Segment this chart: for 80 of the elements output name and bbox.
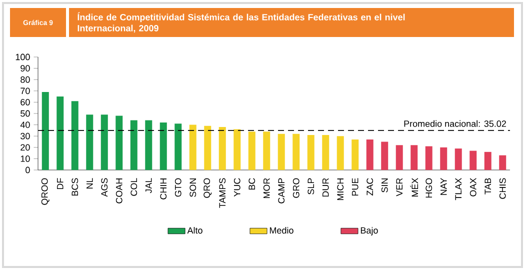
ref-line-label: Promedio nacional: 35.02 xyxy=(404,120,506,127)
bar xyxy=(454,148,462,170)
bar xyxy=(218,127,226,170)
y-tick-label: 30 xyxy=(20,132,30,140)
bar xyxy=(307,134,314,170)
x-tick-label: QROO xyxy=(41,178,50,205)
x-tick-label: SIN xyxy=(381,178,388,192)
x-tick-label: BC xyxy=(248,178,256,190)
bar xyxy=(381,142,388,170)
bar xyxy=(396,145,403,170)
x-tick-label: YUC xyxy=(234,178,240,197)
bar xyxy=(56,96,64,170)
y-tick-label: 20 xyxy=(20,144,30,151)
x-tick-label: AGS xyxy=(101,178,108,197)
bar xyxy=(425,146,432,170)
bar xyxy=(189,124,196,170)
x-tick-label: CHIH xyxy=(160,178,167,200)
x-tick-label: BCS xyxy=(72,178,78,196)
x-tick-label: COL xyxy=(130,178,138,196)
x-tick-label: NAY xyxy=(440,178,447,195)
x-tick-label: MOR xyxy=(263,178,270,198)
bar xyxy=(174,124,182,170)
x-tick-label: TAMPS xyxy=(219,178,226,208)
bar xyxy=(278,134,285,170)
bar xyxy=(145,120,152,170)
x-tick-label: VER xyxy=(396,178,402,196)
x-tick-label: PUE xyxy=(352,178,358,196)
x-tick-label: GRO xyxy=(292,178,300,198)
bar xyxy=(263,132,270,170)
legend-label: Medio xyxy=(270,226,294,234)
x-tick-label: SON xyxy=(190,178,196,197)
x-tick-label: DF xyxy=(57,178,64,190)
x-tick-label: ZAC xyxy=(366,178,374,196)
y-tick-label: 80 xyxy=(20,76,30,83)
x-tick-label: MÉX xyxy=(410,178,418,197)
x-tick-label: CHIS xyxy=(499,178,506,199)
y-tick-label: 40 xyxy=(20,122,30,128)
bar xyxy=(130,120,138,170)
x-tick-label: GTO xyxy=(174,178,182,197)
bar xyxy=(42,92,49,170)
bar xyxy=(234,129,241,170)
y-tick-label: 100 xyxy=(16,54,30,60)
x-tick-label: SLP xyxy=(308,178,314,194)
x-tick-label: JAL xyxy=(145,178,152,194)
y-tick-label: 50 xyxy=(20,110,30,117)
x-tick-label: OAX xyxy=(470,178,476,196)
bar xyxy=(484,152,492,170)
bar xyxy=(204,126,212,170)
bar xyxy=(410,145,418,170)
y-tick-label: 90 xyxy=(20,65,30,72)
bar xyxy=(336,136,344,170)
y-tick-label: 0 xyxy=(26,166,30,174)
bar xyxy=(440,147,448,170)
bar xyxy=(470,150,477,170)
bar xyxy=(499,155,506,170)
legend-label: Alto xyxy=(187,226,202,234)
y-tick-label: 70 xyxy=(20,88,30,94)
chart-title: Índice de Competitividad Sistémica de las Entidades Federativas en el nivel Internacional, 2009 xyxy=(78,12,405,33)
x-tick-label: QRO xyxy=(204,178,212,198)
x-tick-label: MICH xyxy=(337,178,344,200)
bar xyxy=(116,116,123,170)
bar xyxy=(100,114,108,170)
y-tick-label: 60 xyxy=(20,99,30,106)
bar xyxy=(292,134,300,170)
x-tick-label: DUR xyxy=(322,178,329,197)
x-tick-label: COAH xyxy=(116,178,122,204)
bar xyxy=(71,101,78,170)
bar xyxy=(352,139,359,170)
legend-label: Bajo xyxy=(360,226,378,236)
bar xyxy=(86,114,94,170)
x-tick-label: TLAX xyxy=(455,178,462,200)
x-tick-label: CAMP xyxy=(278,178,285,204)
bar xyxy=(322,134,330,170)
bar xyxy=(160,122,167,170)
y-tick-label: 10 xyxy=(20,156,30,162)
x-tick-label: NL xyxy=(86,178,93,189)
x-tick-label: TAB xyxy=(484,178,491,194)
bar xyxy=(366,139,374,170)
bar xyxy=(248,132,256,170)
x-tick-label: HGO xyxy=(426,178,432,198)
